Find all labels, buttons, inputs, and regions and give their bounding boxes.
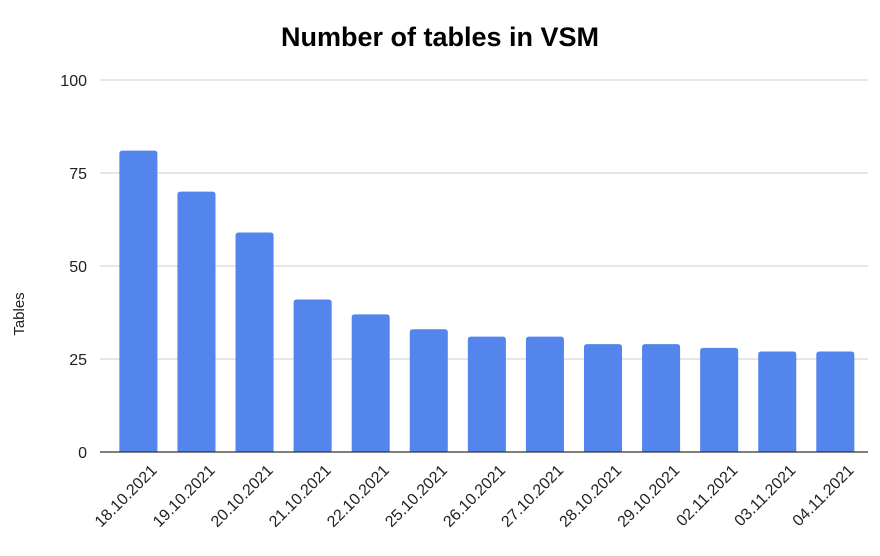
bar-03.11.2021 (758, 351, 797, 452)
bar-18.10.2021 (119, 150, 158, 452)
y-tick-label: 25 (69, 352, 87, 369)
y-tick-label: 100 (60, 73, 87, 90)
bar-04.11.2021 (816, 351, 855, 452)
bar-29.10.2021 (642, 344, 681, 452)
bar-02.11.2021 (700, 347, 739, 452)
bar-21.10.2021 (293, 299, 332, 452)
bar-28.10.2021 (583, 344, 623, 452)
y-tick-label: 50 (69, 259, 87, 276)
bar-27.10.2021 (525, 336, 564, 452)
x-axis-ticks: 18.10.202119.10.202120.10.202121.10.2021… (92, 462, 858, 531)
bar-20.10.2021 (235, 232, 274, 452)
bar-19.10.2021 (177, 191, 216, 452)
bars (119, 150, 855, 452)
bar-25.10.2021 (409, 329, 448, 452)
x-tick-label: 04.11.2021 (790, 462, 858, 530)
bar-26.10.2021 (467, 336, 506, 452)
x-tick-label: 02.11.2021 (674, 462, 742, 530)
y-axis-ticks: 0 25 50 75 100 (60, 73, 87, 462)
y-tick-label: 0 (78, 445, 87, 462)
y-axis-title: Tables (11, 292, 28, 335)
y-tick-label: 75 (69, 166, 87, 183)
chart-title: Number of tables in VSM (281, 22, 599, 52)
x-tick-label: 29.10.2021 (615, 462, 684, 531)
x-tick-label: 03.11.2021 (732, 462, 800, 530)
bar-22.10.2021 (351, 314, 390, 452)
